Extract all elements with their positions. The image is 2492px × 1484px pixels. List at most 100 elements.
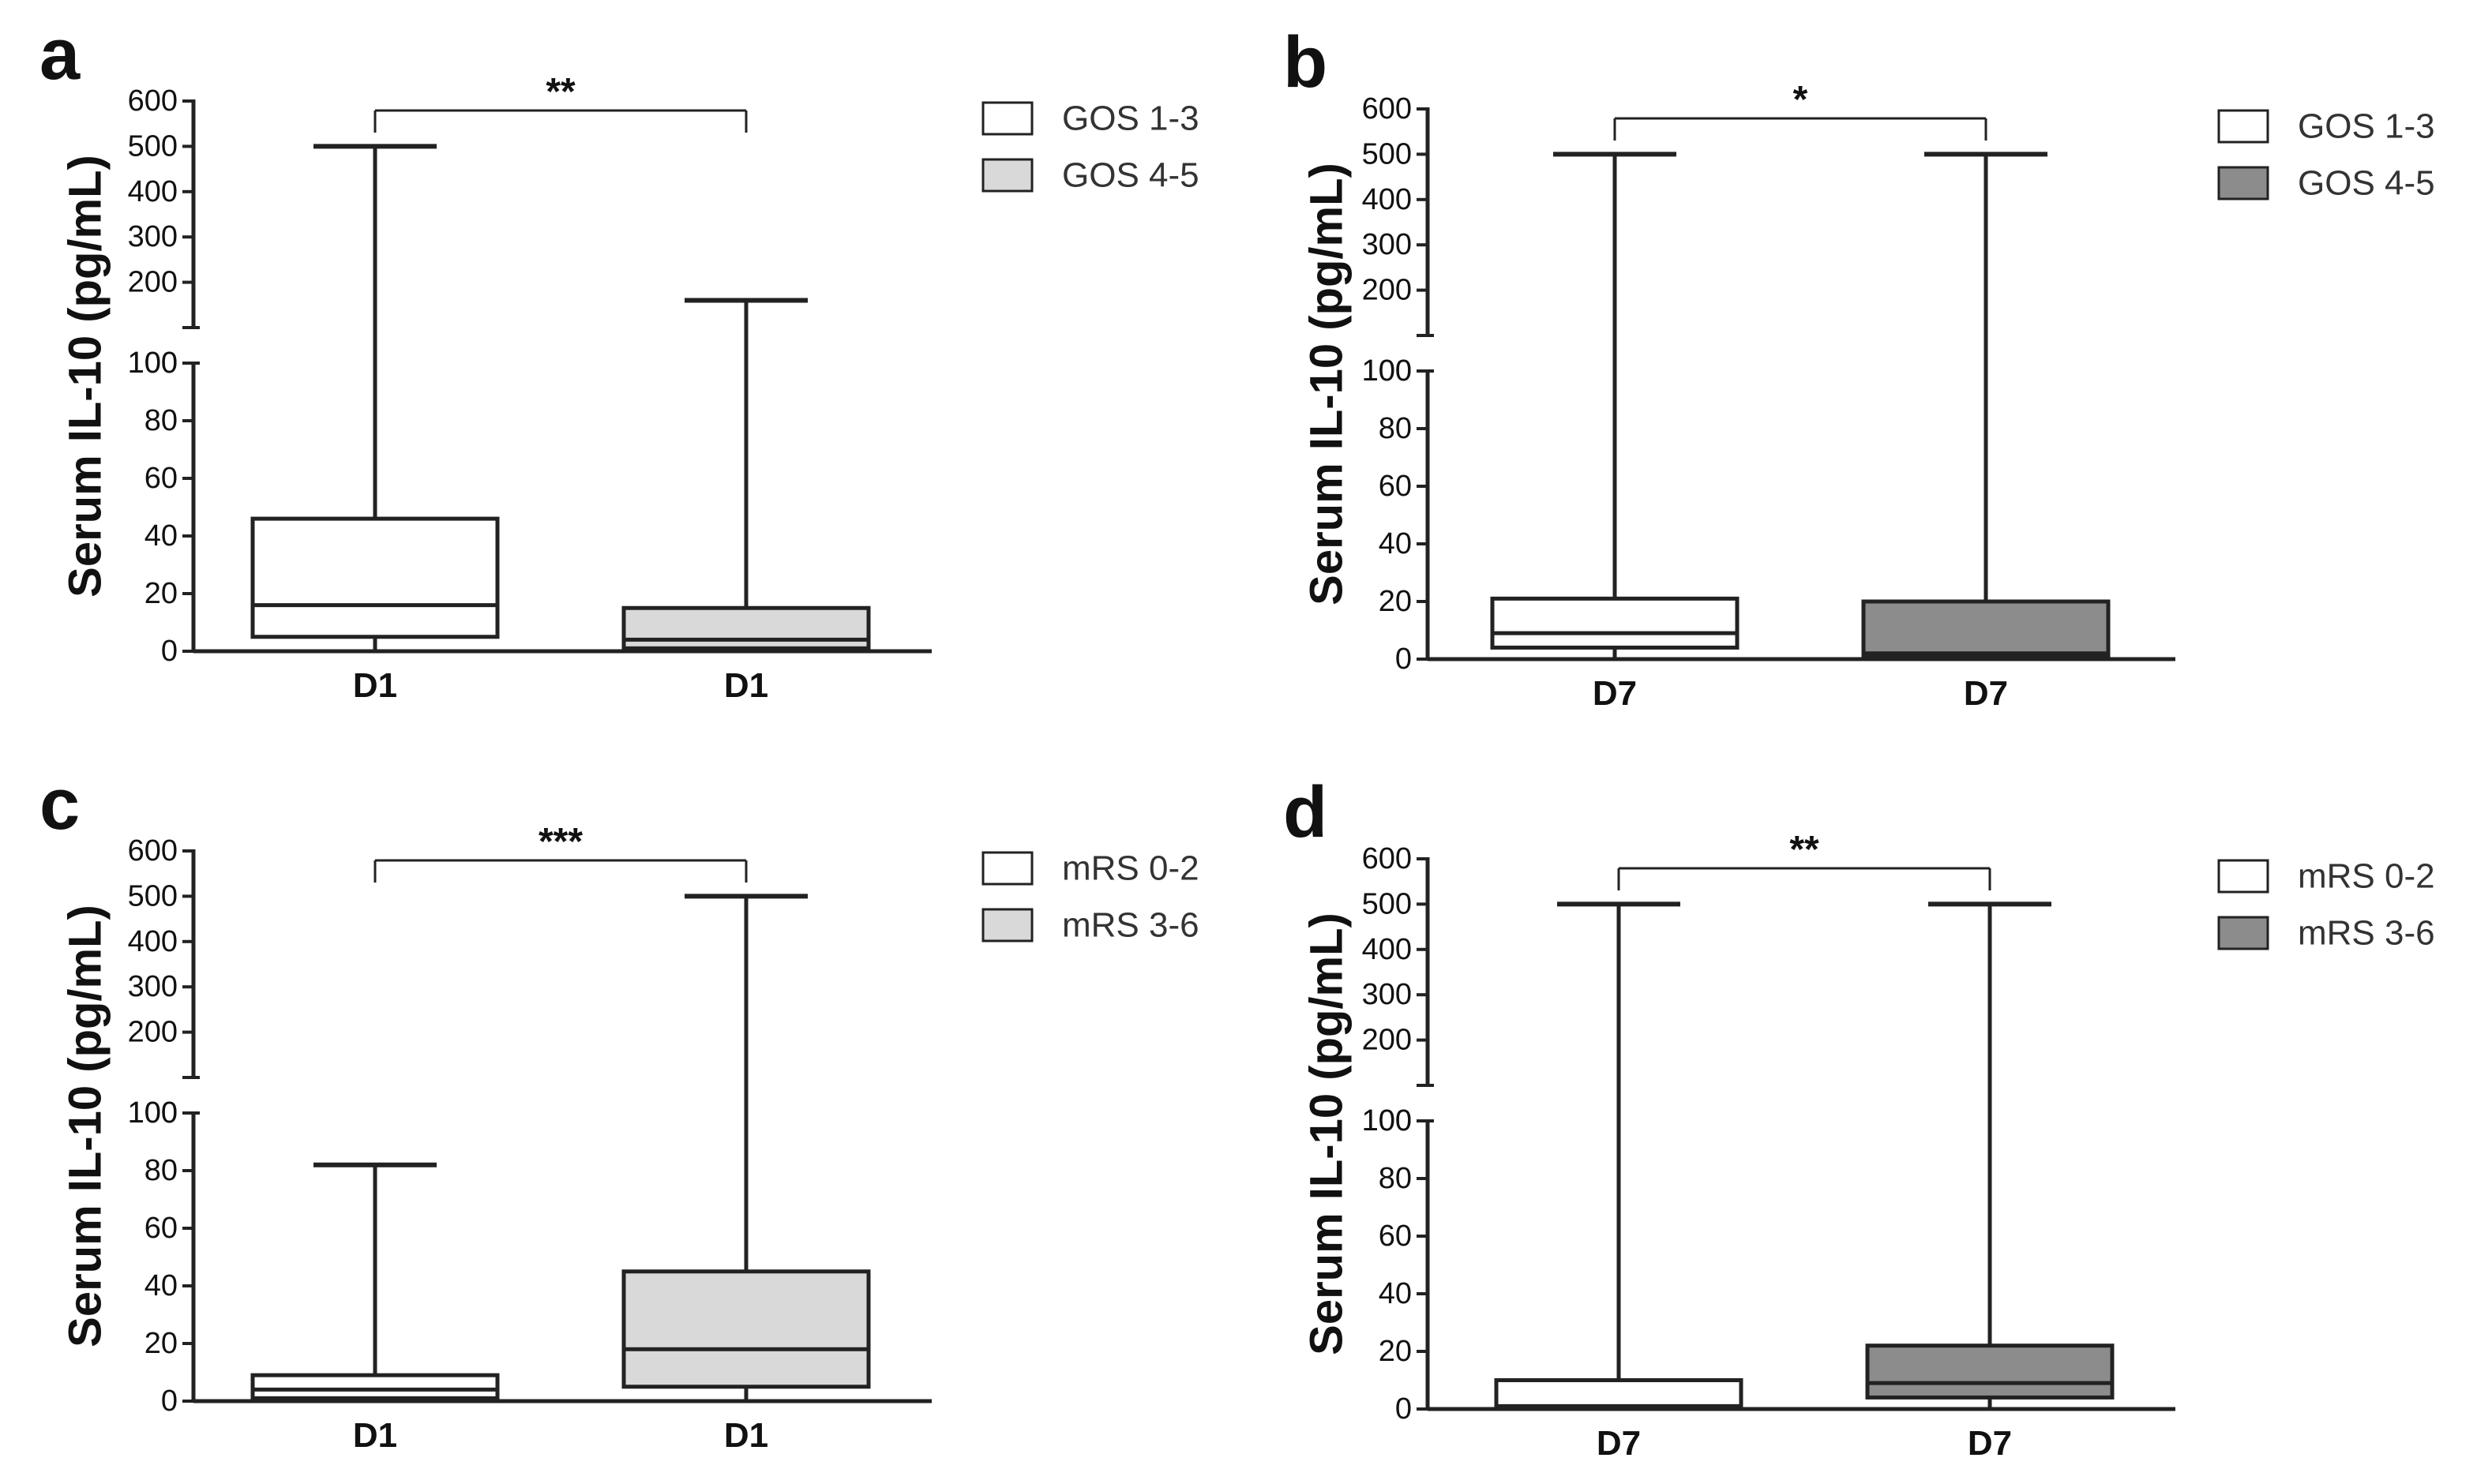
y-axis-label: Serum IL-10 (pg/mL)	[60, 905, 111, 1347]
y-tick-label: 80	[1379, 412, 1412, 445]
y-tick-label: 100	[1362, 354, 1412, 388]
y-tick-label: 300	[128, 970, 178, 1003]
x-category-label: D7	[1968, 1424, 2012, 1463]
panel-c: c Serum IL-10 (pg/mL) 100 200 300 400 500 600 0 2…	[39, 764, 1199, 1455]
y-tick-label: 80	[1379, 1162, 1412, 1195]
legend-label: mRS 3-6	[2298, 914, 2435, 953]
legend-swatch	[981, 158, 1034, 193]
y-tick-label: 60	[144, 1212, 178, 1245]
y-axis-label: Serum IL-10 (pg/mL)	[60, 155, 111, 598]
y-tick-label: 200	[128, 1016, 178, 1049]
y-tick-label: 500	[128, 129, 178, 163]
box-iqr	[1861, 599, 2111, 658]
significance-label: **	[546, 71, 576, 113]
significance-label: *	[1793, 79, 1808, 121]
legend-swatch	[981, 851, 1034, 886]
y-tick-label: 100	[128, 1096, 178, 1130]
box-iqr	[250, 516, 500, 639]
legend-label: mRS 0-2	[2298, 857, 2435, 896]
box-2	[621, 894, 871, 1401]
y-tick-label: 200	[128, 266, 178, 299]
y-tick-label: 400	[128, 175, 178, 208]
y-tick-label: 500	[1362, 137, 1412, 171]
y-tick-label: 0	[1395, 643, 1412, 676]
panel-letter: c	[39, 764, 80, 845]
y-tick-label: 300	[1362, 228, 1412, 261]
y-tick-label: 20	[1379, 585, 1412, 618]
y-tick-label: 80	[144, 404, 178, 437]
x-category-label: D7	[1964, 674, 2008, 713]
significance-label: **	[1789, 829, 1819, 871]
x-category-label: D1	[353, 1416, 397, 1455]
box-1	[250, 144, 500, 651]
legend-swatch	[2217, 109, 2269, 144]
y-axis-label: Serum IL-10 (pg/mL)	[1301, 913, 1353, 1355]
x-category-label: D7	[1593, 674, 1637, 713]
box-iqr	[250, 1373, 500, 1400]
y-tick-label: 400	[1362, 933, 1412, 966]
y-tick-label: 100	[128, 347, 178, 380]
y-tick-label: 100	[1362, 1104, 1412, 1137]
x-category-label: D1	[353, 666, 397, 705]
panel-letter: d	[1283, 772, 1327, 853]
y-tick-label: 0	[161, 635, 178, 668]
box-2	[621, 298, 871, 651]
legend-swatch	[981, 908, 1034, 942]
panel-a: a Serum IL-10 (pg/mL) 100 200 300 400 500 600 0 2…	[39, 14, 1199, 705]
panel-letter: b	[1283, 22, 1327, 103]
box-iqr	[621, 1269, 871, 1389]
box-1	[250, 1162, 500, 1401]
y-tick-label: 100	[1362, 1104, 1412, 1137]
legend-swatch	[2217, 916, 2269, 950]
y-tick-label: 400	[128, 925, 178, 958]
x-category-label: D1	[724, 666, 768, 705]
legend-label: GOS 1-3	[2298, 107, 2435, 146]
y-tick-label: 60	[1379, 1220, 1412, 1253]
panel-d: d Serum IL-10 (pg/mL) 100 200 300 400 500 600 0 2…	[1283, 772, 2435, 1463]
y-tick-label: 300	[128, 220, 178, 253]
y-tick-label: 20	[1379, 1335, 1412, 1368]
box-iqr	[1494, 1378, 1743, 1410]
legend-swatch	[2217, 166, 2269, 200]
y-tick-label: 0	[1395, 1392, 1412, 1426]
y-tick-label: 60	[144, 462, 178, 495]
y-tick-label: 600	[128, 84, 178, 118]
y-tick-label: 60	[1379, 470, 1412, 503]
panel-letter: a	[39, 14, 81, 95]
legend-label: mRS 3-6	[1062, 906, 1199, 945]
y-tick-label: 100	[128, 347, 178, 380]
legend-label: GOS 1-3	[1062, 99, 1199, 138]
panel-b: b Serum IL-10 (pg/mL) 100 200 300 400 500 600 0 2…	[1283, 22, 2435, 713]
box-2	[1861, 152, 2111, 659]
y-tick-label: 40	[144, 1269, 178, 1302]
y-tick-label: 40	[144, 519, 178, 553]
y-tick-label: 100	[1362, 354, 1412, 388]
box-2	[1865, 901, 2115, 1409]
y-tick-label: 40	[1379, 527, 1412, 560]
y-tick-label: 300	[1362, 978, 1412, 1011]
y-axis-label: Serum IL-10 (pg/mL)	[1301, 163, 1353, 605]
y-tick-label: 20	[144, 577, 178, 610]
legend-label: mRS 0-2	[1062, 849, 1199, 888]
legend-label: GOS 4-5	[2298, 164, 2435, 203]
y-tick-label: 600	[1362, 92, 1412, 126]
box-iqr	[621, 605, 871, 650]
y-tick-label: 600	[128, 834, 178, 868]
legend-swatch	[981, 101, 1034, 136]
y-tick-label: 200	[1362, 274, 1412, 307]
y-tick-label: 500	[128, 879, 178, 913]
box-1	[1490, 152, 1740, 659]
legend-label: GOS 4-5	[1062, 156, 1199, 195]
y-tick-label: 40	[1379, 1277, 1412, 1310]
y-tick-label: 500	[1362, 887, 1412, 920]
y-tick-label: 0	[161, 1385, 178, 1418]
legend-swatch	[2217, 859, 2269, 894]
box-1	[1494, 901, 1743, 1410]
y-tick-label: 200	[1362, 1024, 1412, 1057]
x-category-label: D1	[724, 1416, 768, 1455]
y-tick-label: 400	[1362, 183, 1412, 216]
y-tick-label: 100	[128, 1096, 178, 1130]
x-category-label: D7	[1597, 1424, 1641, 1463]
box-iqr	[1490, 596, 1740, 650]
